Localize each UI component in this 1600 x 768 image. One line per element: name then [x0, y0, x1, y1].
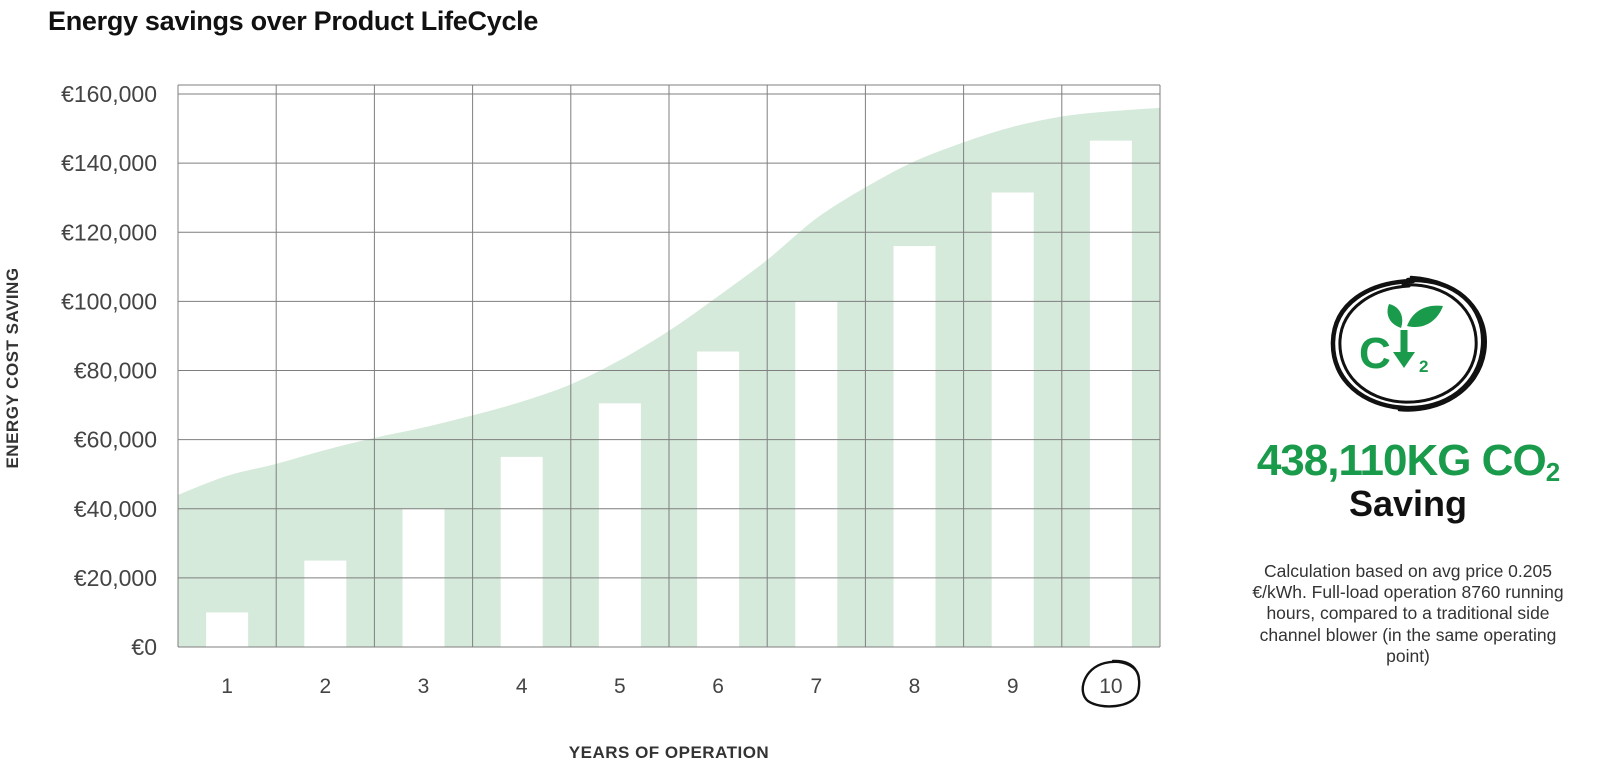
grid-layer — [177, 84, 1161, 648]
y-tick-label: €0 — [131, 634, 157, 660]
highlight-circle — [1081, 659, 1141, 708]
co2-value-text: 438,110KG CO — [1256, 436, 1547, 485]
y-tick-label: €160,000 — [61, 81, 157, 107]
x-tick-label: 3 — [418, 675, 430, 698]
x-tick-label: 10 — [1099, 675, 1122, 698]
bar-layer — [206, 140, 1132, 648]
x-tick-label: 1 — [221, 675, 233, 698]
x-tick-label: 6 — [712, 675, 724, 698]
co2-icon-letter: C — [1359, 329, 1391, 378]
x-tick-label: 9 — [1007, 675, 1019, 698]
x-tick-label: 8 — [909, 675, 921, 698]
co2-value: 438,110KG CO2 — [1228, 436, 1588, 487]
bar-year-9 — [991, 192, 1034, 648]
bar-year-2 — [304, 560, 347, 647]
x-tick-label: 5 — [614, 675, 626, 698]
y-tick-label: €140,000 — [61, 150, 157, 176]
y-tick-label: €40,000 — [74, 496, 157, 522]
y-tick-label: €80,000 — [74, 358, 157, 384]
chart-title: Energy savings over Product LifeCycle — [48, 6, 539, 36]
y-tick-label: €100,000 — [61, 288, 157, 314]
bar-year-5 — [598, 403, 641, 647]
x-tick-label: 4 — [516, 675, 528, 698]
x-tick-label: 2 — [319, 675, 331, 698]
x-tick-layer: 1 2 3 4 5 6 7 8 9 10 — [221, 659, 1141, 708]
bar-year-7 — [795, 301, 838, 647]
co2-panel: C 2 438,110KG CO2 Saving Calculation bas… — [1228, 272, 1588, 668]
co2-saving-label: Saving — [1348, 483, 1468, 524]
y-tick-label: €60,000 — [74, 427, 157, 453]
bar-year-1 — [206, 612, 249, 647]
y-axis-label: ENERGY COST SAVING — [3, 267, 22, 468]
co2-value-subscript: 2 — [1545, 457, 1561, 487]
bar-year-8 — [893, 246, 936, 647]
y-tick-label: €120,000 — [61, 219, 157, 245]
x-axis-label: YEARS OF OPERATION — [569, 743, 769, 762]
y-tick-layer: €0 €20,000 €40,000 €60,000 €80,000 €100,000 €1… — [61, 81, 157, 660]
bar-year-10 — [1089, 140, 1132, 648]
bar-year-4 — [500, 456, 543, 647]
savings-chart: €0 €20,000 €40,000 €60,000 €80,000 €100,000 €1… — [3, 81, 1161, 762]
x-tick-label: 7 — [810, 675, 822, 698]
co2-reduction-icon: C 2 — [1330, 275, 1488, 412]
bar-year-6 — [697, 351, 740, 647]
co2-icon-subscript: 2 — [1419, 357, 1428, 376]
y-tick-label: €20,000 — [74, 565, 157, 591]
calculation-note: Calculation based on avg price 0.205 €/k… — [1252, 560, 1564, 667]
